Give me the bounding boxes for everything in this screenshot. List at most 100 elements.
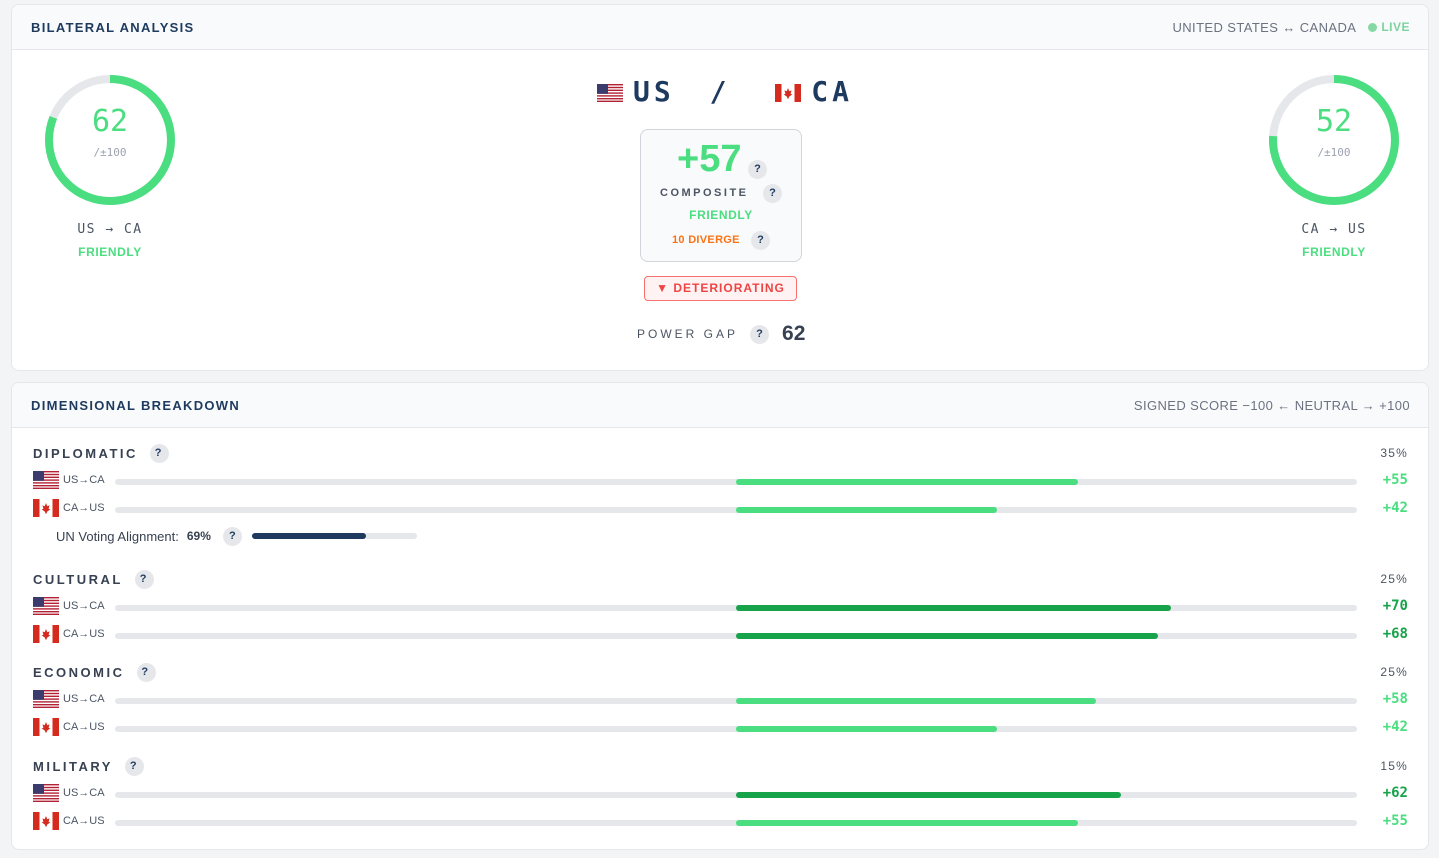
dimension-weight: 25% <box>1380 665 1408 679</box>
score-row: US→CA +70 <box>33 597 1408 617</box>
score-track <box>115 820 1357 826</box>
row-score: +55 <box>1382 472 1408 488</box>
pair-title: US / CA <box>12 75 1428 108</box>
live-dot-icon <box>1368 22 1378 32</box>
composite-label-help-icon[interactable]: ? <box>763 184 782 203</box>
composite-card: +57 ? COMPOSITE ? FRIENDLY 10 DIVERGE ? <box>640 129 802 262</box>
row-score: +68 <box>1382 626 1408 642</box>
us-flag-icon <box>33 471 59 489</box>
panel-title: BILATERAL ANALYSIS <box>31 19 195 35</box>
score-track <box>115 507 1357 513</box>
us-flag-icon <box>33 784 59 802</box>
pair-separator: / <box>709 75 731 108</box>
pair-left: US <box>632 75 675 108</box>
dimension-header-diplomatic: DIPLOMATIC? 35% <box>33 443 1408 463</box>
score-track <box>115 792 1357 798</box>
gauge-score: 52 <box>1315 104 1353 139</box>
bilateral-header: BILATERAL ANALYSIS UNITED STATES ↔ CANAD… <box>12 5 1428 50</box>
dimension-name: DIPLOMATIC? <box>33 443 169 463</box>
score-track <box>115 698 1357 704</box>
composite-status: FRIENDLY <box>689 208 753 222</box>
row-score: +58 <box>1382 691 1408 707</box>
breakdown-header: DIMENSIONAL BREAKDOWN SIGNED SCORE −100 … <box>12 383 1428 428</box>
ca-flag-icon <box>33 718 59 736</box>
score-row: CA→US +55 <box>33 812 1408 832</box>
row-direction-label: CA→US <box>63 721 105 733</box>
bilateral-analysis-panel: BILATERAL ANALYSIS UNITED STATES ↔ CANAD… <box>11 4 1429 371</box>
score-row: US→CA +58 <box>33 690 1408 710</box>
pair-right: CA <box>811 75 853 108</box>
dimension-weight: 15% <box>1380 759 1408 773</box>
score-track <box>115 479 1357 485</box>
dimension-header-military: MILITARY? 15% <box>33 756 1408 776</box>
ca-to-us-gauge: 52 /±100 CA → US FRIENDLY <box>1266 72 1402 259</box>
dimension-help-icon[interactable]: ? <box>149 443 169 463</box>
power-gap: POWER GAP ? 62 <box>637 322 805 346</box>
row-score: +55 <box>1382 813 1408 829</box>
pair-label: UNITED STATES ↔ CANADA <box>1172 19 1357 35</box>
un-voting-bar <box>251 533 366 539</box>
score-row: CA→US +68 <box>33 625 1408 645</box>
score-bar <box>736 479 1078 485</box>
score-bar <box>736 792 1122 798</box>
score-bar <box>736 633 1159 639</box>
ca-flag-icon <box>775 84 802 102</box>
dimension-help-icon[interactable]: ? <box>134 569 154 589</box>
gauge-scale: /±100 <box>93 146 127 159</box>
dimension-label: MILITARY <box>33 758 113 774</box>
row-direction-label: US→CA <box>63 787 105 799</box>
dimension-weight: 25% <box>1380 572 1408 586</box>
un-voting-label: UN Voting Alignment: <box>56 528 179 544</box>
score-bar <box>736 820 1078 826</box>
dimension-weight: 35% <box>1380 446 1408 460</box>
pair-indicator: UNITED STATES ↔ CANADA LIVE <box>1172 20 1410 35</box>
trend-badge: ▼ DETERIORATING <box>644 276 797 301</box>
row-direction-label: US→CA <box>63 600 105 612</box>
un-voting-value: 69% <box>186 529 211 543</box>
power-gap-help-icon[interactable]: ? <box>750 324 770 344</box>
us-flag-icon <box>33 690 59 708</box>
divergence-help-icon[interactable]: ? <box>751 231 770 250</box>
scale-legend: SIGNED SCORE −100 ← NEUTRAL → +100 <box>1133 397 1410 413</box>
row-score: +62 <box>1382 785 1408 801</box>
score-row: CA→US +42 <box>33 718 1408 738</box>
dimension-header-cultural: CULTURAL? 25% <box>33 569 1408 589</box>
dimensional-breakdown-panel: DIMENSIONAL BREAKDOWN SIGNED SCORE −100 … <box>11 382 1429 850</box>
score-row: US→CA +55 <box>33 471 1408 491</box>
us-flag-icon <box>33 597 59 615</box>
gauge-score: 62 <box>91 104 129 139</box>
dimension-help-icon[interactable]: ? <box>124 756 144 776</box>
gauge-scale: /±100 <box>1317 146 1351 159</box>
row-score: +42 <box>1382 719 1408 735</box>
dimension-name: ECONOMIC? <box>33 662 156 682</box>
gauge-status: FRIENDLY <box>78 245 142 259</box>
dimension-label: DIPLOMATIC <box>33 445 138 461</box>
row-score: +42 <box>1382 500 1408 516</box>
ca-flag-icon <box>33 812 59 830</box>
composite-label: COMPOSITE <box>660 187 749 199</box>
composite-score: +57 <box>677 138 742 180</box>
gauge-direction: CA → US <box>1301 222 1367 237</box>
score-row: US→CA +62 <box>33 784 1408 804</box>
dimension-name: CULTURAL? <box>33 569 154 589</box>
row-score: +70 <box>1382 598 1408 614</box>
score-row: CA→US +42 <box>33 499 1408 519</box>
divergence-label: 10 DIVERGE <box>672 234 740 246</box>
dimension-label: ECONOMIC <box>33 664 125 680</box>
us-to-ca-gauge: 62 /±100 US → CA FRIENDLY <box>42 72 178 259</box>
dimension-label: CULTURAL <box>33 571 123 587</box>
row-direction-label: US→CA <box>63 474 105 486</box>
composite-help-icon[interactable]: ? <box>748 160 767 179</box>
score-bar <box>736 726 997 732</box>
row-direction-label: CA→US <box>63 628 105 640</box>
score-bar <box>736 507 997 513</box>
row-direction-label: CA→US <box>63 815 105 827</box>
power-gap-value: 62 <box>782 322 806 345</box>
breakdown-title: DIMENSIONAL BREAKDOWN <box>31 397 241 413</box>
gauge-status: FRIENDLY <box>1302 245 1366 259</box>
un-voting-track <box>251 533 417 539</box>
dimension-help-icon[interactable]: ? <box>136 662 156 682</box>
gauge-direction: US → CA <box>77 222 143 237</box>
un-voting-help-icon[interactable]: ? <box>222 526 242 546</box>
row-direction-label: CA→US <box>63 502 105 514</box>
